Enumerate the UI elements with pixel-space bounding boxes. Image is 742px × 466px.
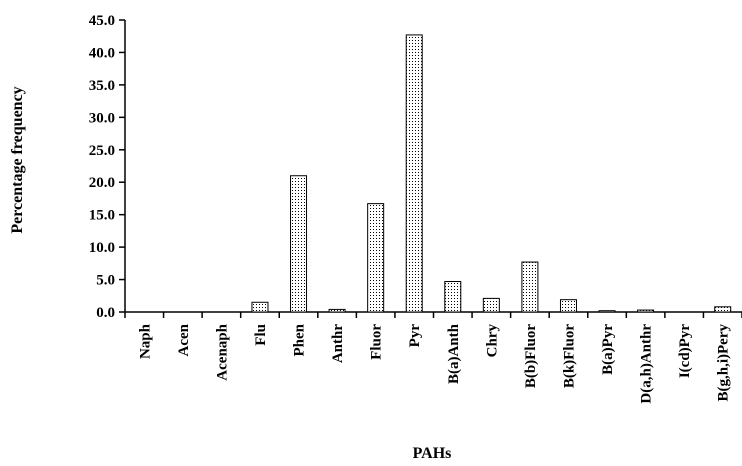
- x-category-label: Chry: [484, 324, 500, 358]
- bar-b-b-fluor: [521, 261, 539, 313]
- y-tick-label: 10.0: [89, 240, 115, 256]
- x-category-label: Acen: [176, 323, 192, 356]
- bar-phen: [290, 175, 308, 313]
- x-category-label: Acenaph: [214, 323, 230, 380]
- bar-flu: [251, 301, 269, 313]
- bar-anthr: [328, 308, 346, 313]
- x-category-label: B(a)Anth: [446, 323, 462, 384]
- x-category-label: Phen: [292, 323, 308, 356]
- y-tick-label: 5.0: [96, 273, 115, 289]
- x-category-label: Anthr: [330, 324, 346, 364]
- bar-d-a-h-anthr: [637, 309, 655, 313]
- bar-b-k-fluor: [559, 299, 577, 313]
- bar-b-g-h-i-pery: [714, 306, 732, 313]
- y-tick-label: 30.0: [89, 110, 115, 126]
- y-tick-label: 35.0: [89, 78, 115, 94]
- x-category-label: Naph: [137, 323, 153, 359]
- bar-b-a-pyr: [598, 310, 616, 313]
- x-category-label: B(a)Pyr: [600, 324, 616, 375]
- y-tick-label: 45.0: [89, 13, 115, 29]
- x-category-label: Pyr: [407, 324, 423, 348]
- bar-fluor: [367, 203, 385, 313]
- x-axis-title: PAHs: [413, 445, 452, 462]
- y-tick-label: 15.0: [89, 208, 115, 224]
- y-tick-label: 20.0: [89, 175, 115, 191]
- bar-chry: [482, 297, 500, 313]
- y-tick-label: 0.0: [96, 305, 115, 321]
- bar-b-a-anth: [444, 281, 462, 313]
- x-category-label: D(a,h)Anthr: [639, 324, 655, 404]
- x-category-label: Flu: [253, 324, 269, 346]
- y-tick-label: 40.0: [89, 45, 115, 61]
- x-category-label: Fluor: [369, 324, 385, 360]
- x-category-label: B(k)Fluor: [561, 324, 577, 389]
- x-category-label: B(b)Fluor: [523, 324, 539, 389]
- y-axis-title: Percentage frequency: [9, 86, 26, 233]
- x-category-label: B(g,h,i)Pery: [716, 324, 732, 402]
- x-category-label: I(cd)Pyr: [677, 324, 693, 378]
- bar-pyr: [405, 34, 423, 313]
- y-tick-label: 25.0: [89, 143, 115, 159]
